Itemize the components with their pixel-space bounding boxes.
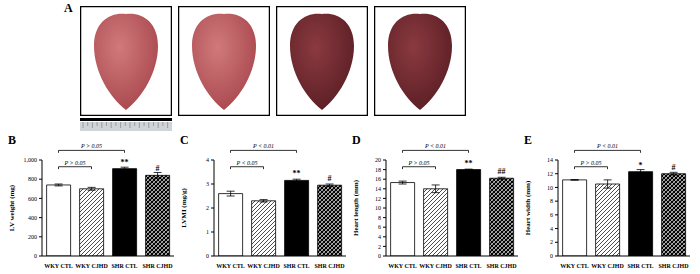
svg-text:SHR CJHD: SHR CJHD — [142, 263, 173, 269]
svg-text:P > 0.05: P > 0.05 — [80, 143, 102, 149]
svg-text:10: 10 — [547, 185, 553, 191]
svg-text:WKY CTL: WKY CTL — [44, 263, 73, 269]
svg-text:SHR CTL: SHR CTL — [111, 263, 137, 269]
svg-text:**: ** — [121, 158, 129, 167]
svg-text:4: 4 — [378, 234, 381, 240]
svg-text:P < 0.01: P < 0.01 — [596, 143, 618, 149]
svg-text:200: 200 — [28, 234, 37, 240]
svg-text:SHR CTL: SHR CTL — [627, 263, 653, 269]
svg-text:2: 2 — [378, 244, 381, 250]
svg-text:WKY CTL: WKY CTL — [388, 263, 417, 269]
svg-text:LV weight (mg): LV weight (mg) — [8, 184, 16, 231]
svg-text:#: # — [156, 164, 160, 173]
svg-text:SHR CJHD: SHR CJHD — [314, 263, 345, 269]
html-text:D: D — [352, 133, 361, 147]
svg-text:6: 6 — [378, 224, 381, 230]
svg-text:WKY CJHD: WKY CJHD — [247, 263, 280, 269]
svg-text:12: 12 — [375, 196, 381, 202]
svg-text:SHR CTL: SHR CTL — [283, 263, 309, 269]
svg-text:1: 1 — [206, 229, 209, 235]
svg-text:#: # — [328, 174, 332, 183]
svg-text:P < 0.01: P < 0.01 — [424, 143, 446, 149]
svg-text:4: 4 — [206, 157, 209, 163]
svg-text:WKY CJHD: WKY CJHD — [419, 263, 452, 269]
svg-text:0: 0 — [378, 253, 381, 259]
svg-text:WKY CTL: WKY CTL — [216, 263, 245, 269]
svg-text:6: 6 — [550, 212, 553, 218]
svg-text:P > 0.05: P > 0.05 — [579, 160, 601, 166]
svg-text:SHR CTL: SHR CTL — [455, 263, 481, 269]
svg-text:#: # — [672, 163, 676, 172]
svg-text:14: 14 — [375, 186, 381, 192]
svg-text:Heart length (mm): Heart length (mm) — [352, 179, 360, 236]
svg-text:3: 3 — [206, 181, 209, 187]
svg-text:WKY CJHD: WKY CJHD — [591, 263, 624, 269]
svg-text:0: 0 — [550, 253, 553, 259]
html-text:B: B — [8, 133, 16, 147]
svg-text:*: * — [639, 161, 643, 170]
svg-text:16: 16 — [375, 176, 381, 182]
svg-text:18: 18 — [375, 167, 381, 173]
svg-text:**: ** — [465, 159, 473, 168]
svg-text:12: 12 — [547, 171, 553, 177]
svg-text:20: 20 — [375, 157, 381, 163]
html-text:C: C — [180, 133, 189, 147]
svg-text:1,000: 1,000 — [24, 157, 38, 163]
svg-text:P < 0.01: P < 0.01 — [252, 143, 274, 149]
svg-text:**: ** — [293, 169, 301, 178]
svg-text:2: 2 — [206, 205, 209, 211]
svg-text:600: 600 — [28, 196, 37, 202]
svg-text:WKY CJHD: WKY CJHD — [75, 263, 108, 269]
svg-text:##: ## — [498, 167, 506, 176]
svg-text:SHR CJHD: SHR CJHD — [486, 263, 517, 269]
html-text:A: A — [64, 1, 73, 15]
svg-text:0: 0 — [206, 253, 209, 259]
svg-text:SHR CJHD: SHR CJHD — [658, 263, 689, 269]
svg-text:10: 10 — [375, 205, 381, 211]
svg-text:0: 0 — [34, 253, 37, 259]
svg-text:LVMI (mg/g): LVMI (mg/g) — [180, 188, 188, 228]
svg-text:400: 400 — [28, 215, 37, 221]
svg-text:800: 800 — [28, 176, 37, 182]
svg-text:P < 0.05: P < 0.05 — [235, 160, 257, 166]
svg-text:Heart width (mm): Heart width (mm) — [524, 180, 532, 235]
svg-text:P > 0.05: P > 0.05 — [63, 160, 85, 166]
svg-text:8: 8 — [378, 215, 381, 221]
svg-text:8: 8 — [550, 198, 553, 204]
svg-text:WKY CTL: WKY CTL — [560, 263, 589, 269]
svg-text:2: 2 — [550, 239, 553, 245]
html-text:E: E — [524, 133, 532, 147]
svg-text:14: 14 — [547, 157, 553, 163]
svg-text:P > 0.05: P > 0.05 — [407, 160, 429, 166]
svg-text:4: 4 — [550, 226, 553, 232]
